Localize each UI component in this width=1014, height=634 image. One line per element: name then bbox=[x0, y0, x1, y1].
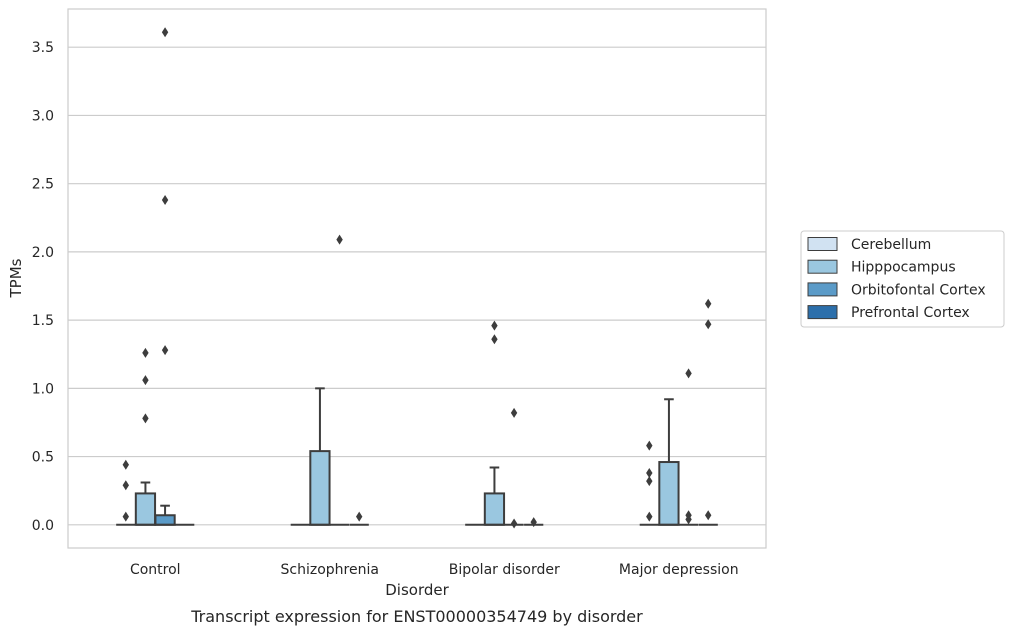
legend-swatch bbox=[807, 305, 838, 320]
legend-swatch bbox=[807, 237, 838, 251]
outlier-point bbox=[704, 298, 712, 309]
y-tick-label: 3.5 bbox=[32, 40, 54, 56]
outlier-point bbox=[646, 467, 653, 478]
outlier-point bbox=[704, 319, 712, 330]
box-plot bbox=[349, 511, 369, 526]
box bbox=[309, 450, 331, 526]
y-axis-label: TPMs bbox=[7, 258, 25, 298]
box bbox=[154, 514, 176, 526]
outlier-point bbox=[336, 234, 343, 245]
outlier-point bbox=[646, 440, 653, 451]
outlier-point bbox=[685, 368, 692, 379]
legend-label: Prefrontal Cortex bbox=[851, 305, 970, 321]
outlier-point bbox=[530, 517, 537, 528]
box bbox=[658, 461, 680, 526]
outlier-point bbox=[161, 27, 169, 38]
box bbox=[483, 492, 506, 526]
outlier-point bbox=[510, 407, 518, 418]
box-plot bbox=[639, 440, 659, 526]
legend-label: Orbitofontal Cortex bbox=[851, 282, 986, 298]
x-tick-label: Control bbox=[130, 562, 181, 578]
box-plot bbox=[154, 27, 176, 526]
outlier-point bbox=[355, 511, 363, 522]
chart-title: Transcript expression for ENST0000035474… bbox=[190, 607, 643, 626]
box-plot bbox=[483, 320, 506, 526]
outlier-point bbox=[646, 511, 653, 522]
outlier-point bbox=[685, 510, 692, 521]
box-plots bbox=[116, 27, 718, 529]
outlier-point bbox=[491, 334, 498, 345]
outlier-point bbox=[122, 480, 130, 491]
outlier-point bbox=[161, 345, 169, 356]
outlier-point bbox=[491, 320, 498, 331]
y-tick-labels: 0.0 0.5 1.0 1.5 2.0 2.5 3.0 3.5 bbox=[32, 40, 54, 534]
y-tick-label: 3.0 bbox=[32, 108, 54, 124]
outlier-point bbox=[142, 347, 149, 358]
x-tick-label: Schizophrenia bbox=[281, 562, 379, 578]
legend-swatch bbox=[807, 282, 838, 297]
box-plot bbox=[698, 298, 718, 526]
outlier-point bbox=[704, 510, 712, 521]
box bbox=[134, 492, 157, 526]
y-tick-label: 1.5 bbox=[32, 313, 54, 329]
legend-swatch bbox=[807, 259, 838, 274]
box-plot bbox=[309, 387, 331, 526]
legend-label: Cerebellum bbox=[851, 237, 931, 253]
box-plot bbox=[134, 347, 157, 526]
outlier-point bbox=[161, 195, 169, 206]
outlier-point bbox=[122, 459, 130, 470]
outlier-point bbox=[510, 518, 518, 529]
legend-frame bbox=[800, 230, 1005, 328]
plot-area bbox=[67, 8, 767, 549]
x-tick-label: Bipolar disorder bbox=[449, 562, 560, 578]
box-plot bbox=[678, 368, 699, 526]
box-plot bbox=[504, 407, 524, 529]
outlier-point bbox=[122, 511, 130, 522]
legend: Cerebellum Hipppocampus Orbitofontal Corte… bbox=[800, 230, 1005, 328]
box-plot bbox=[658, 398, 680, 526]
y-tick-label: 1.0 bbox=[32, 381, 54, 397]
y-tick-label: 0.5 bbox=[32, 450, 54, 466]
outlier-point bbox=[142, 375, 149, 386]
y-tick-label: 0.0 bbox=[32, 518, 54, 534]
x-axis-label: Disorder bbox=[385, 581, 449, 599]
box-plot bbox=[524, 517, 544, 528]
outlier-point bbox=[646, 476, 653, 487]
outlier-point bbox=[142, 413, 149, 424]
y-tick-label: 2.5 bbox=[32, 177, 54, 193]
y-tick-label: 2.0 bbox=[32, 245, 54, 261]
box-plot bbox=[329, 234, 350, 526]
x-tick-label: Major depression bbox=[619, 562, 739, 578]
x-tick-labels: Control Schizophrenia Bipolar disorder Majo… bbox=[130, 562, 739, 578]
legend-label: Hipppocampus bbox=[851, 260, 956, 276]
